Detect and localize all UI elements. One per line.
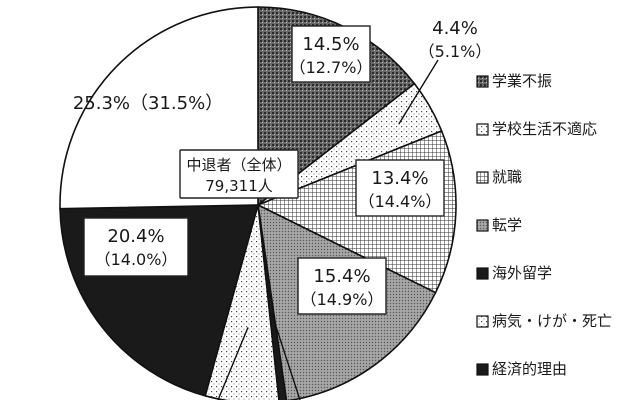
slice-value-label: 20.4% [107, 226, 164, 247]
leader-line-3 [270, 312, 301, 400]
leader-lines [217, 59, 439, 400]
legend-item: 学業不振 [476, 72, 552, 90]
pie-slice-5 [257, 204, 288, 400]
legend-item: 学校生活不適応 [476, 120, 597, 138]
legend-swatch [476, 123, 489, 136]
slice-secondary-label: （14.4%） [359, 192, 442, 211]
slice-secondary-label: （14.9%） [301, 290, 384, 309]
legend-label: 就職 [492, 168, 522, 186]
leader-line-1 [398, 59, 439, 125]
legend-label: 学校生活不適応 [492, 120, 597, 138]
legend-item: 就職 [476, 168, 522, 186]
legend-label: 経済的理由 [492, 360, 567, 378]
legend-item: 転学 [476, 216, 522, 234]
slice-value-label: 14.5% [302, 34, 359, 55]
legend-swatch [476, 267, 489, 280]
slice-value-label: 25.3%（31.5%） [73, 93, 223, 114]
slice-secondary-label: （5.1%） [419, 42, 492, 61]
legend-label: 学業不振 [492, 72, 552, 90]
slice-label-box [83, 217, 189, 277]
slice-value-label: 4.4% [432, 18, 478, 39]
slice-secondary-label: （14.0%） [95, 250, 178, 269]
slice-label-8: 25.3%（31.5%） [73, 93, 223, 114]
slice-label-2: 4.4% （5.1%） [419, 18, 492, 61]
legend-label: 病気・けが・死亡 [492, 312, 612, 330]
center-label-line1: 中退者（全体） [186, 156, 291, 174]
center-label-line2: 79,311人 [205, 177, 273, 195]
legend-swatch [476, 75, 489, 88]
slice-secondary-label: （12.7%） [290, 58, 373, 77]
slice-labels: 14.5% （12.7%） 4.4% （5.1%） 13.4% （14.4%） 15.4% （… [73, 18, 492, 315]
legend-item: 海外留学 [476, 264, 552, 282]
slice-value-label: 15.4% [313, 266, 370, 287]
slice-label-box [355, 159, 445, 217]
center-label: 中退者（全体） 79,311人 [179, 149, 299, 199]
legend-item: 病気・けが・死亡 [476, 312, 612, 330]
legend-swatch [476, 171, 489, 184]
slice-label-box [291, 25, 371, 83]
leader-line-2 [217, 327, 249, 400]
slice-value-label: 13.4% [371, 168, 428, 189]
slice-label-box [297, 257, 387, 315]
slice-label-7: 20.4% （14.0%） [83, 217, 189, 277]
legend-swatch [476, 315, 489, 328]
slice-label-1: 14.5% （12.7%） [290, 25, 373, 83]
legend-label: 海外留学 [492, 264, 552, 282]
slice-label-3: 13.4% （14.4%） [355, 159, 445, 217]
slice-label-4: 15.4% （14.9%） [297, 257, 387, 315]
legend-swatch [476, 219, 489, 232]
legend-label: 転学 [492, 216, 522, 234]
legend-swatch [476, 363, 489, 376]
legend-item: 経済的理由 [476, 360, 567, 378]
